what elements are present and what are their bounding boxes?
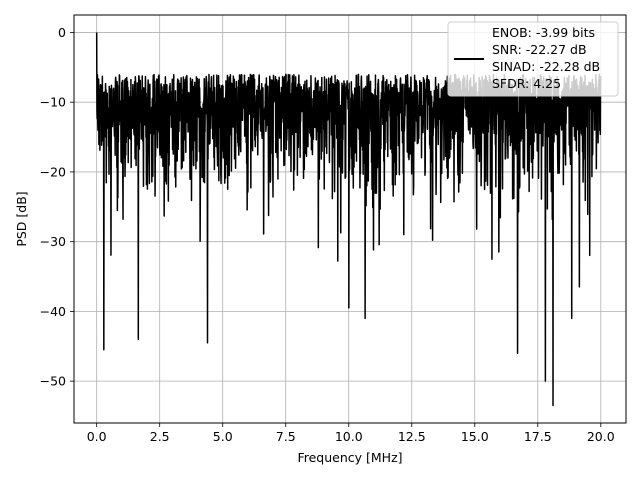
legend-snr: SNR: -22.27 dB [492,42,587,57]
plot-frame [73,14,627,424]
y-tick-label: −40 [40,304,66,319]
legend-box [447,21,619,97]
y-axis-label: PSD [dB] [14,191,29,246]
y-tick-label: −10 [40,95,66,110]
legend-enob: ENOB: -3.99 bits [492,25,595,40]
x-tick-label: 12.5 [398,429,426,444]
x-tick-label: 5.0 [213,429,233,444]
x-tick-label: 7.5 [276,429,296,444]
legend-sinad: SINAD: -22.28 dB [492,59,600,74]
x-tick-label: 0.0 [87,429,107,444]
x-tick-label: 17.5 [524,429,552,444]
legend: ENOB: -3.99 bits SNR: -22.27 dB SINAD: -… [447,21,619,97]
x-tick-label: 2.5 [150,429,170,444]
y-tick-label: −50 [40,374,66,389]
x-tick-label: 20.0 [587,429,615,444]
x-axis-ticks: 0.0 2.5 5.0 7.5 10.0 12.5 15.0 17.5 20.0 [87,423,615,444]
x-tick-label: 15.0 [461,429,489,444]
y-tick-label: 0 [58,25,66,40]
x-axis-label: Frequency [MHz] [297,450,402,465]
y-tick-label: −30 [40,234,66,249]
x-tick-label: 10.0 [335,429,363,444]
y-tick-label: −20 [40,164,66,179]
legend-sfdr: SFDR: 4.25 [492,76,561,91]
y-axis-ticks: 0 −10 −20 −30 −40 −50 [40,25,74,389]
